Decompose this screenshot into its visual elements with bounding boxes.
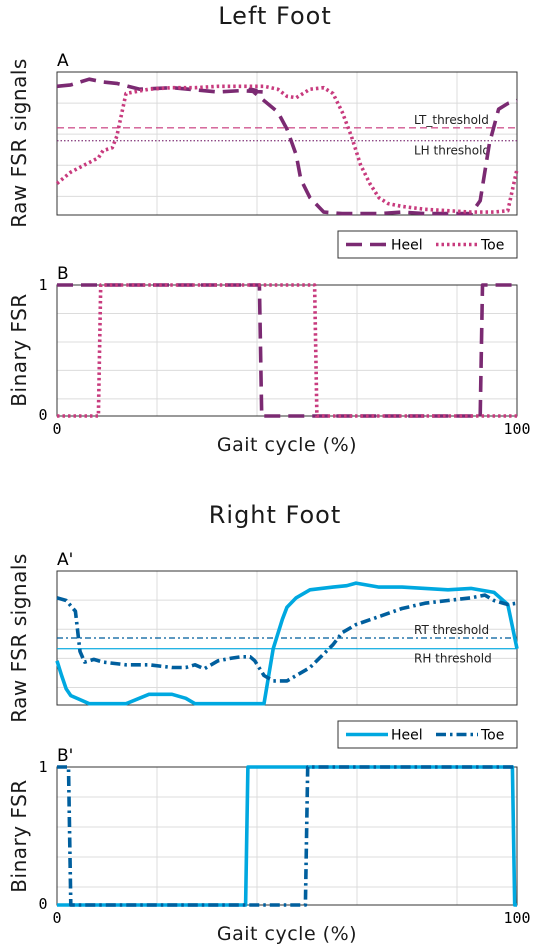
threshold-label: LH threshold — [414, 144, 490, 158]
plot-area — [56, 71, 518, 216]
series-line-toe — [57, 765, 517, 907]
x-tick-label: 0 — [52, 420, 61, 438]
y-tick-label: 1 — [38, 276, 47, 294]
y-axis-label: Binary FSR — [7, 779, 31, 892]
x-tick-label: 0 — [52, 909, 61, 927]
legend-label: Heel — [391, 238, 423, 254]
series-line-heel — [57, 765, 517, 907]
threshold-label: RH threshold — [414, 652, 492, 666]
series-line-toe — [56, 593, 518, 683]
y-axis-label: Raw FSR signals — [7, 58, 31, 228]
chart-title: Right Foot — [209, 501, 342, 529]
series-line-heel — [56, 77, 518, 216]
panel-label: B' — [57, 746, 73, 766]
y-axis-label: Raw FSR signals — [7, 553, 31, 723]
series-line-heel — [55, 581, 519, 706]
panel-label: A' — [57, 550, 73, 570]
y-tick-label: 1 — [38, 758, 47, 776]
panel-label: B — [57, 264, 69, 284]
legend-label: Toe — [480, 728, 504, 744]
threshold-label: RT threshold — [414, 623, 489, 637]
legend-label: Toe — [480, 238, 504, 254]
series-line-toe — [57, 283, 517, 418]
legend-label: Heel — [391, 728, 423, 744]
y-axis-label: Binary FSR — [7, 293, 31, 406]
legend-box — [337, 230, 518, 259]
x-axis-label: Gait cycle (%) — [217, 923, 357, 945]
plot-area — [56, 766, 518, 906]
threshold-label: LT_threshold — [414, 113, 489, 127]
x-tick-label: 100 — [503, 909, 530, 927]
series-line-heel — [57, 283, 517, 418]
y-tick-label: 0 — [38, 895, 47, 913]
x-axis-label: Gait cycle (%) — [217, 434, 357, 456]
x-tick-label: 100 — [503, 420, 530, 438]
chart-title: Left Foot — [218, 2, 332, 30]
panel-label: A — [57, 51, 69, 71]
y-tick-label: 0 — [38, 406, 47, 424]
plot-area — [56, 284, 518, 417]
